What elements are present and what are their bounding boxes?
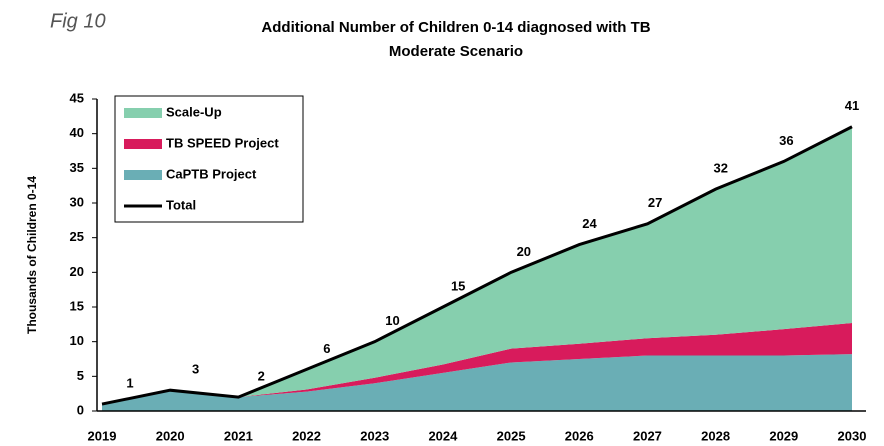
- data-label: 10: [385, 313, 399, 328]
- data-label: 3: [192, 362, 199, 377]
- x-tick-label: 2020: [156, 428, 185, 443]
- data-label: 24: [582, 216, 597, 231]
- y-tick-label: 0: [77, 402, 84, 417]
- x-tick-label: 2024: [428, 428, 458, 443]
- legend-swatch: [124, 170, 162, 180]
- x-tick-label: 2023: [360, 428, 389, 443]
- y-tick-label: 10: [70, 333, 84, 348]
- data-label: 20: [517, 244, 531, 259]
- total-line: [101, 125, 853, 406]
- x-tick-label: 2029: [769, 428, 798, 443]
- y-tick-label: 5: [77, 368, 84, 383]
- y-tick-label: 30: [70, 194, 84, 209]
- y-tick-label: 45: [70, 90, 84, 105]
- y-tick-label: 15: [70, 298, 84, 313]
- y-axis-label: Thousands of Children 0-14: [25, 176, 39, 334]
- chart-subtitle: Moderate Scenario: [389, 43, 523, 60]
- x-tick-label: 2030: [838, 428, 867, 443]
- data-label: 6: [323, 341, 330, 356]
- data-label: 1: [126, 376, 133, 391]
- data-label: 2: [258, 369, 265, 384]
- data-label: 32: [713, 161, 727, 176]
- figure-label: Fig 10: [50, 10, 106, 32]
- x-tick-label: 2022: [292, 428, 321, 443]
- x-tick-label: 2028: [701, 428, 730, 443]
- area: [102, 126, 852, 405]
- y-tick-label: 40: [70, 125, 84, 140]
- legend-label: Scale-Up: [166, 104, 222, 119]
- x-tick-label: 2025: [497, 428, 526, 443]
- y-tick-label: 20: [70, 264, 84, 279]
- data-label: 36: [779, 133, 793, 148]
- legend-label: TB SPEED Project: [166, 135, 279, 150]
- data-label: 27: [648, 195, 662, 210]
- legend-swatch: [124, 139, 162, 149]
- data-label: 41: [845, 98, 859, 113]
- y-tick-label: 25: [70, 229, 84, 244]
- legend-label: Total: [166, 197, 196, 212]
- y-tick-label: 35: [70, 160, 84, 175]
- area: [102, 354, 852, 411]
- x-tick-label: 2021: [224, 428, 253, 443]
- data-label: 15: [451, 278, 465, 293]
- legend-swatch: [124, 108, 162, 118]
- x-tick-label: 2019: [88, 428, 117, 443]
- chart-title: Additional Number of Children 0-14 diagn…: [261, 19, 650, 36]
- legend-label: CaPTB Project: [166, 166, 257, 181]
- x-tick-label: 2026: [565, 428, 594, 443]
- x-tick-label: 2027: [633, 428, 662, 443]
- area: [102, 322, 852, 405]
